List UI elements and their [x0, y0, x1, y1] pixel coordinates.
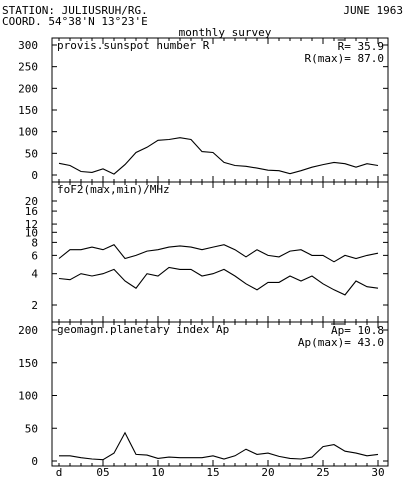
x-tick-label: 15: [206, 466, 219, 479]
y-tick-label: 0: [31, 455, 38, 468]
y-tick-label: 6: [31, 249, 38, 262]
y-tick-label: 4: [31, 268, 38, 281]
series-line-2: [58, 266, 379, 296]
panel-frame: [51, 181, 389, 323]
chart-panel-1: 300 250 200 150 100 50 0 provis.sunspot number …: [18, 37, 389, 183]
y-tick-label: 100: [18, 390, 38, 403]
y-tick-label: 200: [18, 324, 38, 337]
x-tick-label: 30: [371, 466, 384, 479]
y-tick-label: 300: [18, 39, 38, 52]
y-tick-label: 50: [25, 147, 38, 160]
y-tick-label: 20: [25, 195, 38, 208]
y-tick-label: 0: [31, 169, 38, 182]
x-tick-label: 20: [261, 466, 274, 479]
date-label: JUNE 1963: [343, 4, 403, 17]
series-line-1: [58, 137, 379, 175]
series-line-1: [59, 431, 379, 461]
y-tick-label: 12: [25, 218, 38, 231]
panel-stat: Ap= 10.8: [331, 324, 384, 337]
survey-label: monthly survey: [179, 26, 272, 39]
coord-label: COORD. 54°38'N 13°23'E: [2, 15, 148, 28]
y-tick-label: 50: [25, 422, 38, 435]
x-tick-label: 25: [316, 466, 329, 479]
y-tick-label: 10: [25, 226, 38, 239]
panel-title: geomagn.planetary index Ap: [57, 323, 229, 336]
panel-stat: Ap(max)= 43.0: [298, 336, 384, 349]
panel-stat: R= 35.9: [338, 40, 384, 53]
x-tick-label: 05: [96, 466, 109, 479]
panel-title: provis.sunspot number R: [57, 39, 210, 52]
y-tick-label: 150: [18, 104, 38, 117]
y-tick-label: 100: [18, 126, 38, 139]
y-tick-label: 2: [31, 299, 38, 312]
panel-frame: [51, 321, 389, 467]
x-tick-label: d: [56, 466, 63, 479]
y-tick-label: 16: [25, 205, 38, 218]
x-tick-label: 10: [151, 466, 164, 479]
panel-stat: R(max)= 87.0: [305, 52, 384, 65]
panel-title: foF2(max,min)/MHz: [57, 183, 170, 196]
y-tick-label: 250: [18, 61, 38, 74]
y-tick-label: 8: [31, 236, 38, 249]
y-tick-label: 150: [18, 357, 38, 370]
series-line-1: [58, 244, 379, 263]
y-tick-label: 200: [18, 82, 38, 95]
chart-panel-3: 200 150 100 50 0 geomagn.planetary index Ap Ap…: [18, 321, 389, 479]
station-label: STATION: JULIUSRUH/RG.: [2, 4, 148, 17]
